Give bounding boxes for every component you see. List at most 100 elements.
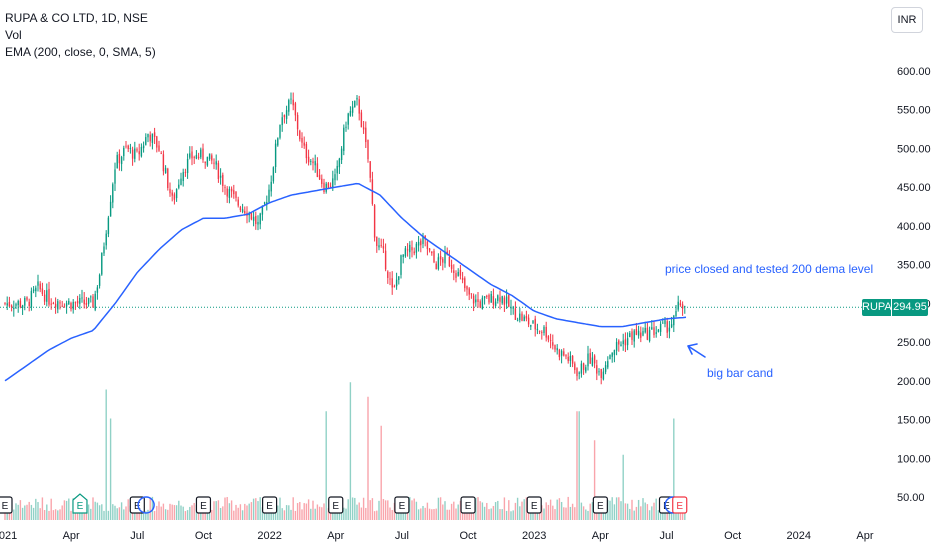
volume-bar <box>653 502 655 520</box>
annotation-text-tested-ema[interactable]: price closed and tested 200 dema level <box>665 262 874 276</box>
volume-bar <box>167 509 169 520</box>
volume-bar <box>215 501 217 520</box>
dividend-marker-icon[interactable] <box>137 496 155 514</box>
ema-indicator-label[interactable]: EMA (200, close, 0, SMA, 5) <box>5 45 156 59</box>
candle-body <box>481 297 484 310</box>
volume-bar <box>382 498 385 520</box>
candle-body <box>607 361 609 368</box>
candle-body <box>329 185 332 187</box>
candle-body <box>281 117 283 126</box>
volume-bar <box>442 504 444 520</box>
candle-body <box>349 110 352 116</box>
candle-body <box>65 303 68 307</box>
candle-body <box>171 192 173 196</box>
volume-bar <box>116 508 118 520</box>
candle-body <box>477 299 479 303</box>
volume-bar <box>288 505 290 520</box>
candle-body <box>87 298 90 304</box>
volume-bar <box>112 504 114 520</box>
candle-body <box>677 301 679 310</box>
earnings-marker-icon[interactable] <box>0 496 13 514</box>
volume-bar <box>497 500 499 520</box>
volume-bar <box>224 497 226 520</box>
candle-body <box>400 255 402 275</box>
candle-body <box>457 271 459 276</box>
candle-body <box>6 303 8 306</box>
volume-bar <box>103 510 105 520</box>
candle-body <box>389 278 391 280</box>
volume-bar <box>147 509 149 520</box>
volume-bar <box>409 497 411 520</box>
candle-body <box>415 243 418 253</box>
earnings-marker-icon[interactable] <box>394 496 410 514</box>
candle-body <box>318 174 321 180</box>
volume-bar <box>523 499 525 520</box>
volume-bar <box>90 508 92 520</box>
volume-bar <box>30 504 33 520</box>
price-axis[interactable]: 50.00100.00150.00200.00250.00300.00350.0… <box>897 66 931 504</box>
earnings-marker-icon[interactable] <box>129 496 145 514</box>
volume-bar <box>435 508 437 520</box>
candle-body <box>571 355 574 364</box>
candle-body <box>19 300 22 308</box>
volume-bar <box>567 496 569 520</box>
candle-body <box>98 274 101 286</box>
volume-bar <box>290 509 292 520</box>
volume-bar <box>505 510 508 520</box>
symbol-title[interactable]: RUPA & CO LTD, 1D, NSE <box>5 11 148 25</box>
candle-body <box>252 216 255 221</box>
volume-bar <box>354 497 356 520</box>
y-tick-label: 450.00 <box>897 182 931 194</box>
earnings-marker-icon[interactable] <box>672 496 688 514</box>
volume-bar <box>37 502 39 520</box>
candle-body <box>211 155 213 161</box>
candle-body <box>598 371 600 373</box>
candle-body <box>101 252 103 275</box>
volume-bar <box>404 511 407 520</box>
candle-body <box>666 321 668 333</box>
candle-body <box>142 145 145 149</box>
volume-bar <box>644 502 646 520</box>
candle-body <box>664 320 666 324</box>
volume-bar <box>558 498 561 520</box>
annotation-text-big-bar[interactable]: big bar cand <box>707 366 774 380</box>
earnings-marker-icon[interactable] <box>526 496 542 514</box>
volume-indicator-label[interactable]: Vol <box>5 28 22 42</box>
volume-bar <box>648 510 651 520</box>
candle-body <box>442 258 444 263</box>
earnings-marker-icon[interactable] <box>592 496 608 514</box>
x-tick-label: 2023 <box>522 530 546 542</box>
x-tick-label: 2022 <box>257 530 281 542</box>
candle-body <box>332 178 334 188</box>
earnings-marker-icon[interactable] <box>262 496 278 514</box>
volume-bar <box>134 510 136 520</box>
volume-bar <box>191 505 193 520</box>
candle-body <box>274 143 277 168</box>
candle-body <box>338 158 341 168</box>
candle-body <box>41 288 44 294</box>
candle-body <box>622 340 624 345</box>
volume-bar <box>248 503 250 520</box>
candle-body <box>512 307 514 309</box>
currency-button[interactable]: INR <box>891 7 923 33</box>
volume-bar <box>380 425 382 520</box>
volume-bar <box>624 503 627 520</box>
candle-body <box>618 340 620 345</box>
volume-bar <box>453 501 455 520</box>
volume-bar <box>257 501 259 520</box>
candle-body <box>402 254 404 258</box>
earnings-marker-icon[interactable] <box>72 493 88 514</box>
candle-body <box>653 327 655 336</box>
time-axis[interactable]: 2021 Apr Jul Oct 2022 Apr Jul Oct 2023 Apr Jul Oct 2… <box>0 530 874 542</box>
earnings-marker-label: E <box>399 501 406 512</box>
candle-body <box>145 137 147 145</box>
earnings-marker-icon[interactable] <box>460 496 476 514</box>
candle-body <box>263 202 266 204</box>
volume-bar <box>63 500 66 520</box>
earnings-marker-icon[interactable] <box>328 496 344 514</box>
earnings-marker-icon[interactable] <box>195 496 212 514</box>
volume-bar <box>585 509 587 520</box>
candle-body <box>376 236 378 247</box>
